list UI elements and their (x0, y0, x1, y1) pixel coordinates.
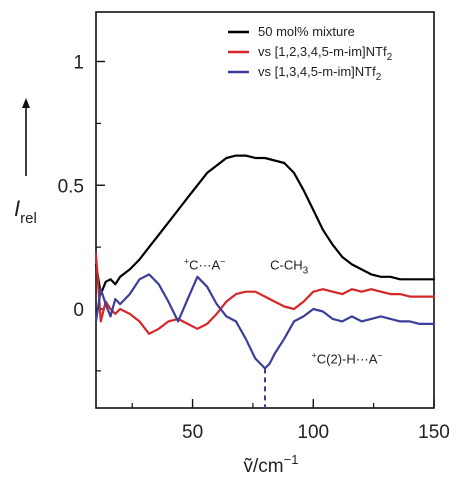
annotation-sup-suffix: − (220, 256, 225, 266)
x-axis-label-sup: −1 (284, 452, 299, 467)
series-line-3 (94, 273, 436, 370)
series-line-2 (94, 253, 436, 335)
legend-label-3: vs [1,3,4,5-m-im]NTf2 (258, 64, 382, 83)
legend-label-1: 50 mol% mixture (258, 24, 355, 39)
annotation-text: C···A (189, 257, 220, 272)
series-line-1 (94, 154, 436, 296)
y-axis-arrow-head (22, 98, 30, 108)
annotation-sup-suffix: − (377, 350, 382, 360)
x-axis-label: ṽ/cm−1 (244, 452, 299, 477)
legend-label-2: vs [1,2,3,4,5-m-im]NTf2 (258, 44, 393, 63)
annotation-sub: 3 (303, 265, 309, 276)
y-axis-label: Irel (14, 196, 37, 227)
x-tick-label: 50 (182, 422, 203, 443)
y-tick-label: 1 (73, 53, 84, 74)
annotations: +C···A− C-CH3+C(2)-H···A− (184, 256, 383, 366)
series-group (94, 154, 436, 408)
y-axis-label-text: I (14, 196, 20, 221)
annotation-3: +C(2)-H···A− (311, 350, 382, 366)
legend-label-sub: 2 (387, 52, 393, 63)
annotation-sup: + (184, 256, 189, 266)
axis-labels: ṽ/cm−1 Irel (14, 98, 298, 477)
annotation-text: C(2)-H···A (317, 351, 378, 366)
y-axis-label-sub: rel (20, 210, 37, 227)
legend-label-sub: 2 (376, 72, 382, 83)
annotation-1: +C···A− (184, 256, 226, 272)
annotation-sup: + (311, 350, 316, 360)
axis-ticks: 50 100 150 0 0.5 1 (58, 53, 450, 444)
y-tick-label: 0.5 (58, 176, 84, 197)
legend-label-text: vs [1,3,4,5-m-im]NTf (258, 64, 376, 79)
legend-label-text: 50 mol% mixture (258, 24, 355, 39)
x-axis-label-text: ṽ/cm (244, 456, 284, 477)
legend-label-text: vs [1,2,3,4,5-m-im]NTf (258, 44, 387, 59)
x-tick-label: 150 (418, 422, 450, 443)
annotation-2: C-CH3 (270, 257, 309, 276)
x-tick-label: 100 (297, 422, 329, 443)
y-tick-label: 0 (73, 300, 84, 321)
annotation-text: C-CH (270, 257, 303, 272)
